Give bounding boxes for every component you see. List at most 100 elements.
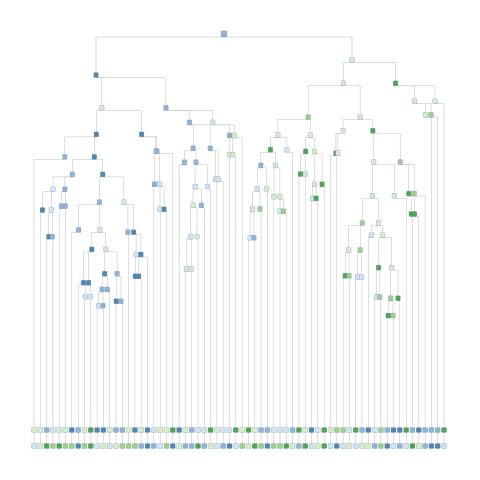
tree-node (37, 427, 43, 433)
tree-node (346, 273, 352, 279)
tree-node (157, 427, 163, 433)
tree-edge (342, 119, 361, 129)
tree-edge (42, 191, 53, 208)
tree-node (365, 427, 371, 433)
tree-node (220, 443, 226, 449)
tree-node (88, 427, 94, 433)
tree-node (119, 443, 125, 449)
tree-node (435, 427, 441, 433)
tree-edge (400, 164, 410, 192)
tree-node (376, 220, 382, 226)
tree-edge (141, 136, 157, 149)
tree-node (114, 271, 120, 277)
tree-node (277, 194, 283, 200)
tree-node (277, 427, 283, 433)
tree-node (125, 427, 132, 433)
tree-node (31, 443, 37, 449)
tree-edge (286, 152, 293, 427)
tree-node (384, 427, 390, 433)
tree-edge (94, 159, 103, 172)
tree-node (100, 171, 106, 178)
tree-node (182, 159, 187, 165)
tree-node (335, 150, 341, 156)
tree-node (390, 443, 397, 449)
tree-node (192, 183, 198, 190)
tree-edge (337, 132, 344, 151)
tree-edge (196, 164, 208, 185)
tree-node (207, 443, 214, 449)
tree-edge (357, 252, 361, 275)
tree-node (428, 112, 434, 118)
tree-node (50, 427, 56, 433)
tree-node (69, 427, 75, 433)
tree-node (391, 193, 397, 199)
tree-node (100, 303, 106, 309)
tree-edge (123, 204, 129, 230)
tree-node (207, 427, 214, 433)
tree-node (370, 128, 376, 134)
tree-node (96, 199, 102, 205)
tree-edge (252, 191, 258, 207)
tree-edge (164, 211, 167, 427)
tree-node (161, 206, 167, 212)
tree-edge (368, 237, 372, 427)
tree-edge (133, 234, 142, 252)
tree-node (113, 298, 119, 304)
tree-edge (77, 284, 84, 427)
tree-edge (425, 117, 432, 427)
tree-node (252, 443, 258, 449)
tree-node (271, 443, 277, 449)
tree-nodes (31, 30, 447, 449)
tree-edge (277, 119, 309, 133)
tree-edge (210, 150, 216, 177)
tree-node (182, 427, 189, 433)
tree-node (214, 427, 220, 433)
tree-node (368, 232, 374, 238)
tree-edge (336, 155, 338, 427)
tree-node (441, 443, 447, 449)
tree-node (233, 427, 239, 433)
tree-edge (51, 191, 53, 208)
tree-node (397, 427, 403, 433)
tree-node (88, 443, 94, 449)
tree-edge (352, 62, 396, 81)
tree-node (89, 246, 95, 253)
tree-edge (414, 195, 426, 427)
tree-node (107, 427, 113, 433)
tree-edge (360, 252, 362, 275)
tree-edge (394, 198, 407, 427)
tree-node (182, 443, 189, 449)
tree-edge (135, 256, 137, 274)
tree-node (321, 443, 327, 449)
tree-edge (96, 307, 99, 427)
tree-edge (252, 211, 255, 236)
tree-node (257, 206, 263, 212)
tree-node (50, 443, 56, 449)
tree-node (220, 427, 226, 433)
tree-edge (311, 186, 315, 196)
tree-edge (58, 208, 62, 427)
tree-edge (191, 271, 192, 427)
tree-node (245, 443, 252, 449)
tree-edge (186, 238, 191, 267)
tree-node (385, 312, 391, 319)
tree-edge (90, 298, 92, 427)
tree-edge (378, 225, 383, 233)
tree-node (82, 294, 88, 300)
tree-node (119, 427, 125, 433)
tree-node (81, 427, 88, 433)
tree-edge (298, 176, 301, 427)
tree-node (62, 427, 69, 433)
tree-node (99, 286, 105, 293)
tree-edge (260, 167, 267, 187)
tree-edge (192, 188, 196, 203)
tree-node (416, 427, 422, 433)
tree-node (31, 427, 37, 433)
tree-node (56, 443, 62, 449)
tree-edge (330, 155, 336, 427)
tree-edge (232, 156, 237, 427)
tree-node (190, 202, 196, 208)
tree-edge (96, 110, 102, 132)
tree-node (151, 443, 157, 449)
tree-edge (362, 198, 373, 221)
